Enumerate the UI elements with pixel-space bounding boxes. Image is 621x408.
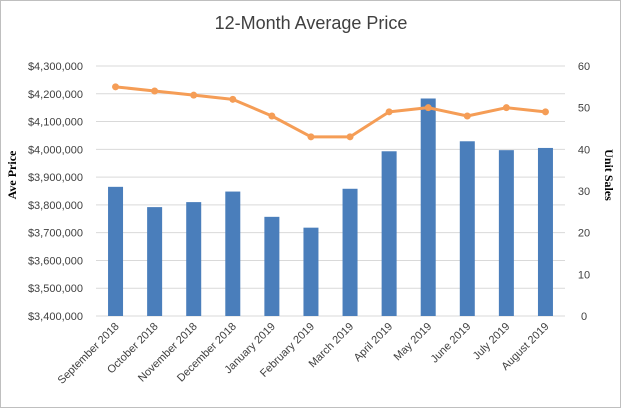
bar bbox=[108, 186, 124, 316]
right-axis-ticks: 0 10 20 30 40 50 60 bbox=[578, 61, 590, 323]
y2-tick-label: 10 bbox=[578, 269, 590, 281]
left-axis-ticks: $3,400,000 $3,500,000 $3,600,000 $3,700,000… bbox=[28, 61, 83, 323]
y2-tick-label: 40 bbox=[578, 144, 590, 156]
left-axis-title: Ave Price bbox=[5, 150, 19, 199]
bar bbox=[459, 141, 475, 316]
line-point bbox=[229, 95, 237, 103]
bar bbox=[225, 191, 241, 316]
y-tick-label: $3,400,000 bbox=[28, 311, 83, 323]
line-point bbox=[346, 133, 354, 141]
bar bbox=[420, 98, 436, 316]
line-point bbox=[463, 112, 471, 120]
y-tick-label: $3,900,000 bbox=[28, 172, 83, 184]
line-point bbox=[112, 83, 120, 91]
x-tick-label: September 2018 bbox=[56, 321, 122, 387]
line-point bbox=[424, 104, 432, 112]
y2-tick-label: 60 bbox=[578, 61, 590, 73]
bar bbox=[537, 147, 553, 316]
bar bbox=[303, 227, 319, 316]
y-tick-label: $3,800,000 bbox=[28, 200, 83, 212]
y-tick-label: $4,200,000 bbox=[28, 89, 83, 101]
line-point bbox=[268, 112, 276, 120]
bar bbox=[147, 207, 163, 316]
line-point bbox=[541, 108, 549, 116]
y2-tick-label: 0 bbox=[581, 311, 587, 323]
gridlines bbox=[96, 65, 565, 317]
x-tick-label: April 2019 bbox=[352, 321, 396, 365]
bar bbox=[264, 216, 280, 316]
bar bbox=[186, 202, 202, 316]
y2-tick-label: 20 bbox=[578, 228, 590, 240]
line-point bbox=[502, 104, 510, 112]
y-tick-label: $3,500,000 bbox=[28, 283, 83, 295]
line-point bbox=[190, 91, 198, 99]
y-tick-label: $4,000,000 bbox=[28, 144, 83, 156]
line-point bbox=[151, 87, 159, 95]
chart-title: 12-Month Average Price bbox=[215, 13, 408, 33]
right-axis-title: Unit Sales bbox=[602, 149, 616, 201]
line-point bbox=[385, 108, 393, 116]
x-tick-label: June 2019 bbox=[429, 321, 474, 366]
y2-tick-label: 50 bbox=[578, 103, 590, 115]
unit-sales-line bbox=[115, 85, 546, 139]
line-series bbox=[112, 83, 549, 141]
y-tick-label: $3,700,000 bbox=[28, 228, 83, 240]
bar bbox=[498, 150, 514, 316]
y-tick-label: $4,300,000 bbox=[28, 61, 83, 73]
y2-tick-label: 30 bbox=[578, 186, 590, 198]
bar bbox=[381, 151, 397, 316]
bar-series bbox=[108, 98, 553, 316]
line-point bbox=[307, 133, 315, 141]
y-tick-label: $3,600,000 bbox=[28, 255, 83, 267]
y-tick-label: $4,100,000 bbox=[28, 117, 83, 129]
bar bbox=[342, 188, 358, 316]
